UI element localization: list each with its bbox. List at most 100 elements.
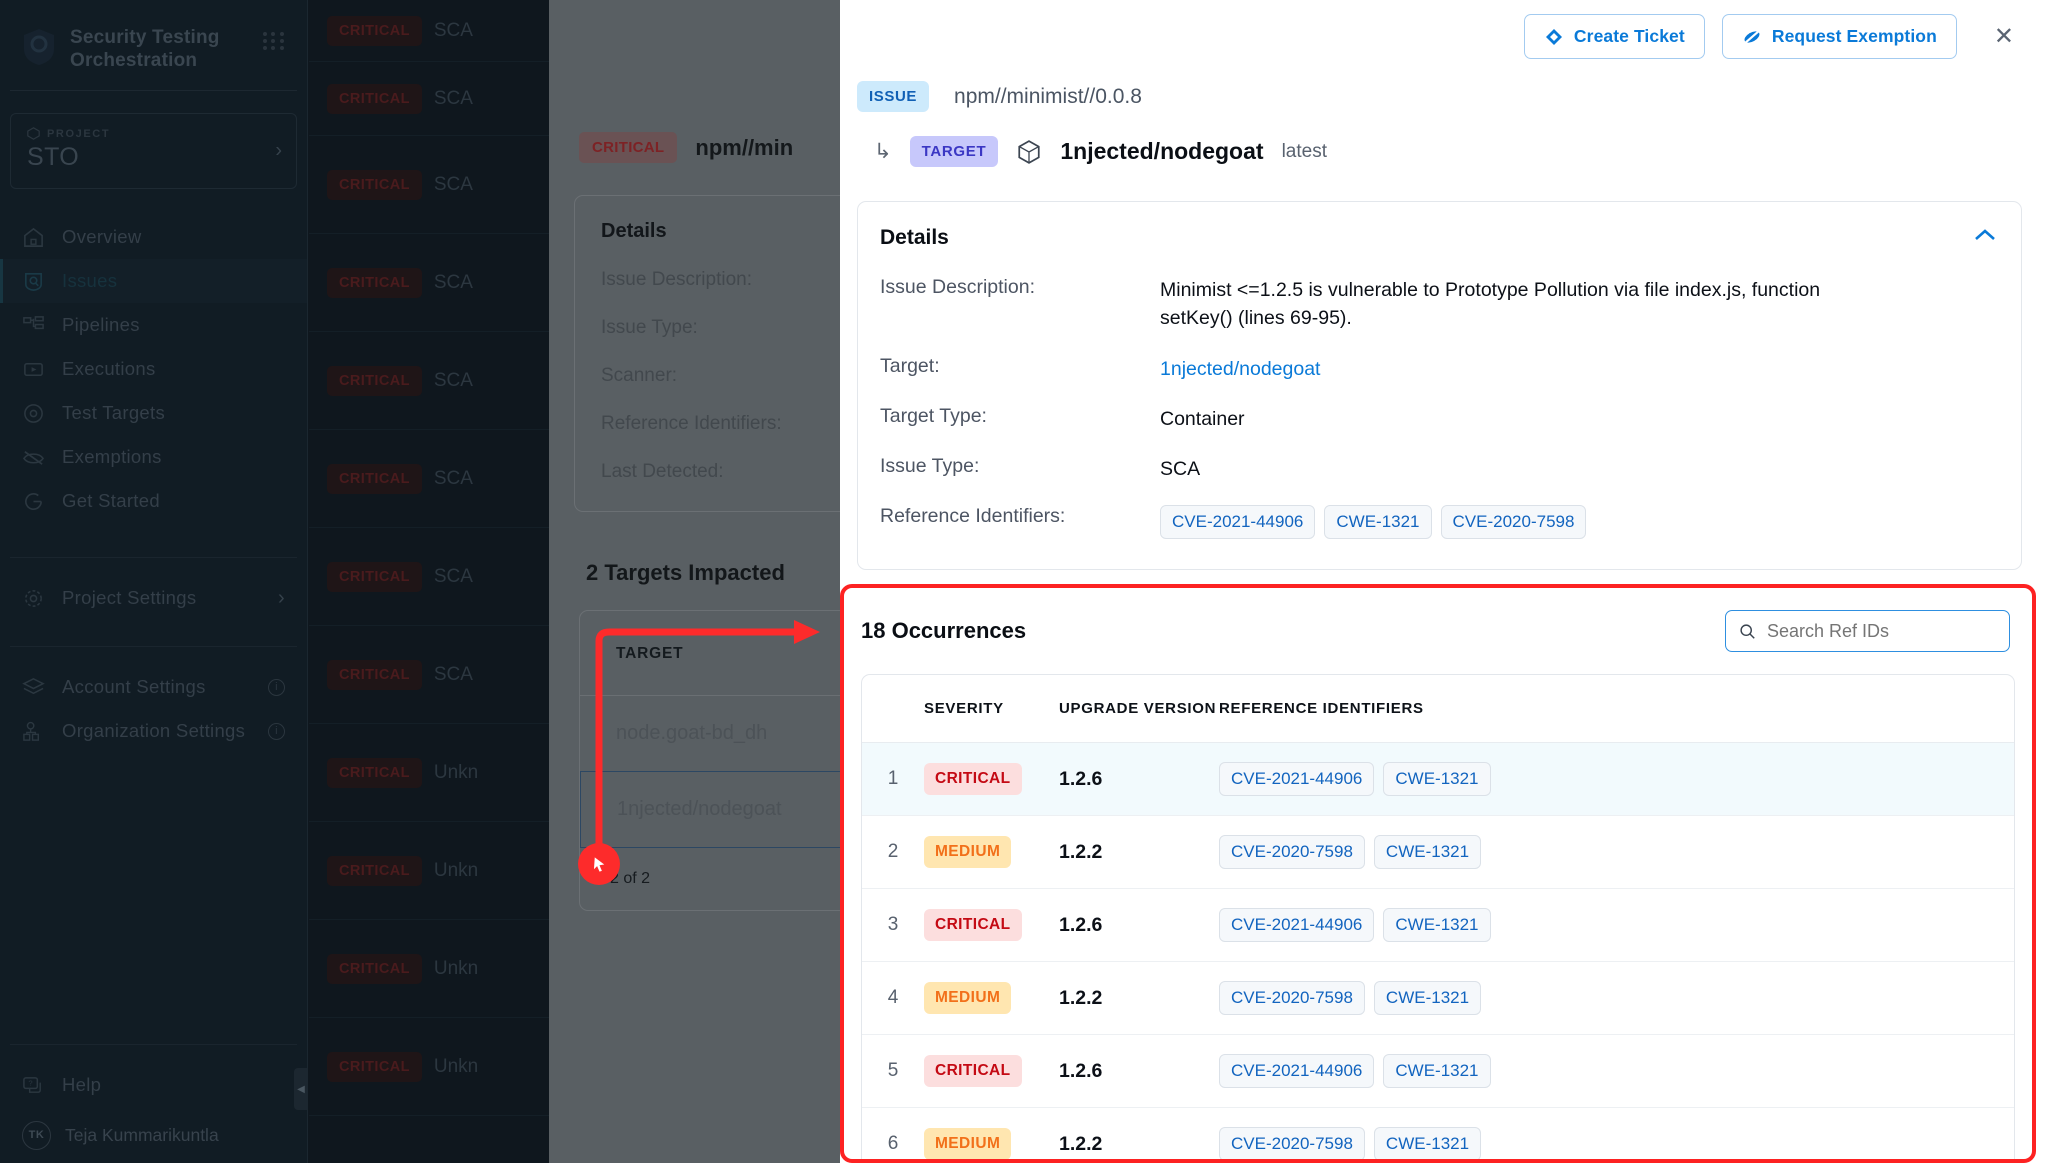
sidebar-item-executions[interactable]: Executions — [0, 347, 307, 391]
issue-row[interactable]: CRITICAL SCA — [309, 0, 549, 62]
sidebar-item-issues[interactable]: Issues — [0, 259, 307, 304]
issue-type: Unkn — [433, 957, 479, 979]
issue-row[interactable]: CRITICAL Unkn — [309, 822, 549, 920]
table-row[interactable]: 5 CRITICAL 1.2.6 CVE-2021-44906 CWE-1321 — [862, 1035, 2014, 1108]
target-row[interactable]: node.goat-bd_dh — [580, 695, 878, 771]
sidebar-item-help[interactable]: ? Help — [0, 1063, 307, 1107]
chevron-right-icon: › — [275, 139, 282, 162]
ref-chip[interactable]: CVE-2020-7598 — [1219, 835, 1365, 869]
sidebar-item-test-targets[interactable]: Test Targets — [0, 391, 307, 435]
ref-chip[interactable]: CVE-2020-7598 — [1219, 1127, 1365, 1159]
occurrences-section: 18 Occurrences SEVERITY UPGRADE VERSION … — [840, 584, 2036, 1163]
harness-diamond-icon — [1545, 28, 1562, 45]
detail-row-target: Target: 1njected/nodegoat — [880, 355, 1993, 383]
ref-chip[interactable]: CVE-2020-7598 — [1440, 505, 1587, 540]
issue-row[interactable]: CRITICAL SCA — [309, 430, 549, 528]
row-severity: CRITICAL — [924, 909, 1059, 941]
severity-chip: CRITICAL — [327, 757, 422, 788]
table-row[interactable]: 6 MEDIUM 1.2.2 CVE-2020-7598 CWE-1321 — [862, 1108, 2014, 1159]
ref-chip[interactable]: CWE-1321 — [1373, 1127, 1482, 1159]
sidebar-user[interactable]: TK Teja Kummarikuntla — [0, 1107, 307, 1163]
detail-value-target-link[interactable]: 1njected/nodegoat — [1160, 357, 1321, 380]
table-row[interactable]: 4 MEDIUM 1.2.2 CVE-2020-7598 CWE-1321 — [862, 962, 2014, 1035]
table-row[interactable]: 2 MEDIUM 1.2.2 CVE-2020-7598 CWE-1321 — [862, 816, 2014, 889]
sidebar-item-exemptions[interactable]: Exemptions — [0, 435, 307, 479]
sidebar-divider — [10, 1044, 297, 1045]
row-severity: CRITICAL — [924, 1055, 1059, 1087]
sidebar-item-organization-settings[interactable]: Organization Settings i — [0, 709, 307, 753]
row-index: 6 — [887, 1133, 899, 1154]
issue-row[interactable]: CRITICAL Unkn — [309, 920, 549, 1018]
sidebar-collapse-toggle[interactable]: ◀ — [294, 1068, 308, 1110]
row-index: 3 — [887, 914, 899, 935]
issue-row[interactable]: CRITICAL SCA — [309, 332, 549, 430]
issue-row[interactable]: CRITICAL SCA — [309, 626, 549, 724]
sto-logo-icon — [24, 29, 54, 65]
table-row[interactable]: 3 CRITICAL 1.2.6 CVE-2021-44906 CWE-1321 — [862, 889, 2014, 962]
info-icon[interactable]: i — [268, 678, 285, 696]
issue-row[interactable]: CRITICAL SCA — [309, 234, 549, 332]
issue-row[interactable]: CRITICAL Unkn — [309, 1018, 549, 1116]
detail-label: Issue Description: — [880, 276, 1035, 298]
reference-identifier-chips: CVE-2021-44906 CWE-1321 CVE-2020-7598 — [1160, 505, 1587, 540]
help-chat-icon: ? — [23, 1076, 41, 1093]
row-upgrade-version: 1.2.6 — [1059, 767, 1103, 790]
sidebar-nav: Overview Issues Pipelines Executions Tes… — [0, 215, 307, 523]
row-severity: MEDIUM — [924, 1128, 1059, 1159]
table-header-row: SEVERITY UPGRADE VERSION REFERENCE IDENT… — [862, 675, 2014, 743]
search-input[interactable] — [1766, 620, 1996, 642]
sidebar-item-get-started[interactable]: Get Started — [0, 479, 307, 523]
cursor-pointer-indicator — [578, 843, 620, 885]
search-ref-ids-box[interactable] — [1725, 610, 2010, 652]
ref-chip[interactable]: CWE-1321 — [1373, 835, 1482, 869]
ref-chip[interactable]: CVE-2021-44906 — [1219, 908, 1375, 942]
row-upgrade-version: 1.2.6 — [1059, 1059, 1103, 1082]
row-upgrade-version: 1.2.2 — [1059, 840, 1103, 863]
sidebar-item-project-settings[interactable]: Project Settings › — [0, 576, 307, 620]
ref-chip[interactable]: CWE-1321 — [1383, 762, 1491, 796]
ref-chip[interactable]: CVE-2021-44906 — [1160, 505, 1316, 540]
targets-table-header: TARGET — [616, 645, 684, 662]
detail-panel-dimmed: CRITICAL npm//min Details Issue Descript… — [549, 0, 904, 1163]
sidebar-item-account-settings[interactable]: Account Settings i — [0, 665, 307, 709]
detail-label: Target Type: — [880, 404, 987, 427]
severity-chip: CRITICAL — [327, 169, 422, 200]
sidebar-item-pipelines[interactable]: Pipelines — [0, 303, 307, 347]
issue-type: SCA — [433, 369, 473, 391]
issue-row[interactable]: CRITICAL SCA — [309, 528, 549, 626]
cube-icon — [1018, 139, 1040, 164]
chevron-up-icon[interactable] — [1973, 226, 1997, 247]
row-index: 5 — [887, 1060, 899, 1081]
ref-chip[interactable]: CVE-2021-44906 — [1219, 762, 1375, 796]
issue-row[interactable]: CRITICAL SCA — [309, 62, 549, 136]
create-ticket-button[interactable]: Create Ticket — [1523, 14, 1705, 59]
exemption-slash-icon — [1743, 29, 1760, 44]
close-icon[interactable]: ✕ — [1993, 22, 2014, 50]
ref-chip[interactable]: CWE-1321 — [1324, 505, 1432, 540]
targets-table-footer: 2 of 2 — [610, 870, 651, 887]
issue-row[interactable]: CRITICAL SCA — [309, 136, 549, 234]
issue-type: SCA — [433, 87, 473, 109]
sidebar-divider — [10, 557, 297, 559]
ref-chip[interactable]: CWE-1321 — [1373, 981, 1482, 1015]
sidebar-item-overview[interactable]: Overview — [0, 215, 307, 259]
severity-chip: CRITICAL — [327, 15, 422, 46]
request-exemption-button[interactable]: Request Exemption — [1721, 14, 1957, 59]
ref-chip[interactable]: CWE-1321 — [1383, 908, 1491, 942]
occurrences-header: 18 Occurrences — [844, 588, 2032, 652]
ref-chip[interactable]: CWE-1321 — [1383, 1054, 1491, 1088]
target-row[interactable]: 1njected/nodegoat — [580, 771, 878, 848]
table-row[interactable]: 1 CRITICAL 1.2.6 CVE-2021-44906 CWE-1321 — [862, 743, 2014, 816]
info-icon[interactable]: i — [268, 722, 285, 740]
ref-chip[interactable]: CVE-2021-44906 — [1219, 1054, 1375, 1088]
dimmed-details-card: Details Issue Description: Issue Type: S… — [574, 195, 904, 512]
sidebar-item-label: Overview — [62, 226, 142, 248]
issue-type: SCA — [433, 271, 473, 293]
request-exemption-label: Request Exemption — [1771, 26, 1937, 46]
ref-chip[interactable]: CVE-2020-7598 — [1219, 981, 1365, 1015]
issue-row[interactable]: CRITICAL Unkn — [309, 724, 549, 822]
project-selector[interactable]: PROJECT STO › — [10, 113, 297, 190]
executions-play-icon — [24, 362, 43, 376]
app-grid-icon[interactable] — [263, 32, 285, 50]
sidebar-item-label: Test Targets — [62, 402, 166, 424]
